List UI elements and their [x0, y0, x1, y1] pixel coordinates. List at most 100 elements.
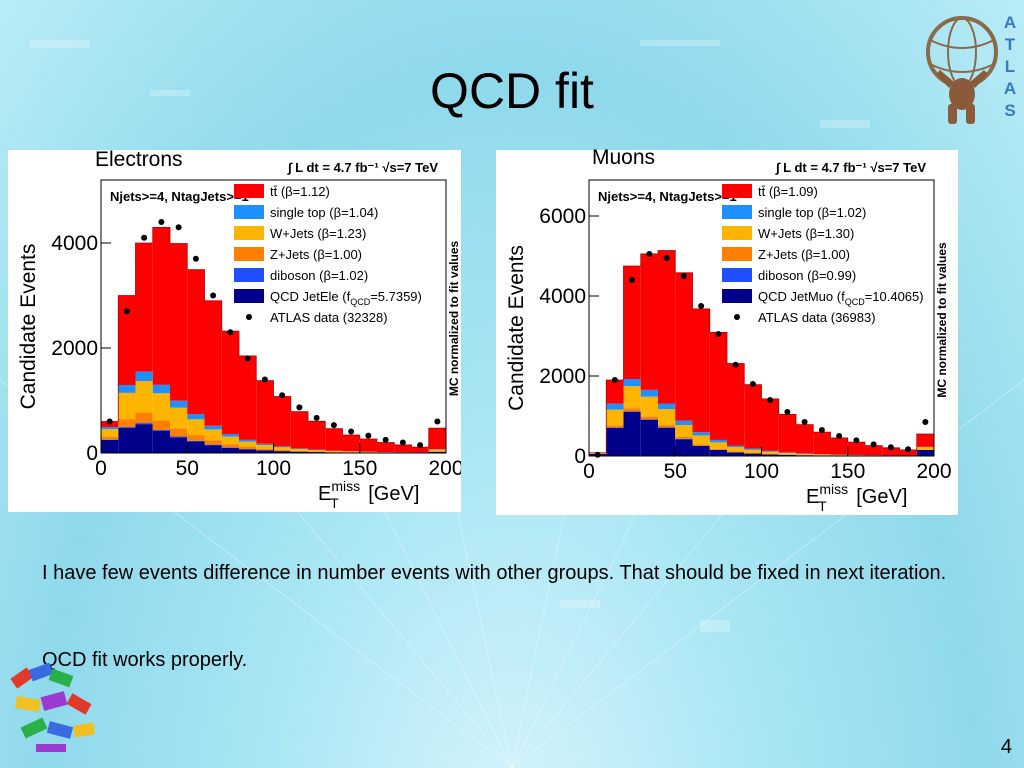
legend-label: W+Jets (β=1.30) [758, 226, 854, 241]
histogram-bar [394, 444, 412, 453]
histogram-bar [709, 439, 727, 443]
data-point [715, 331, 722, 337]
histogram-bar [744, 384, 762, 449]
legend-swatch [722, 184, 752, 198]
logo-letter: T [1005, 35, 1016, 54]
histogram-bar [916, 450, 934, 456]
y-axis-label: Candidate Events [505, 245, 528, 411]
histogram-bar [796, 424, 814, 454]
histogram-bar [325, 428, 343, 451]
legend-swatch [234, 289, 264, 303]
histogram-bar [428, 451, 446, 453]
histogram-bar [342, 434, 360, 452]
histogram-bar [428, 451, 446, 452]
x-tick-label: 150 [830, 460, 865, 483]
data-point [732, 361, 739, 368]
histogram-bar [204, 445, 222, 453]
histogram-bar [830, 454, 848, 456]
histogram-bar [290, 411, 308, 449]
histogram-bar [118, 295, 136, 386]
comment-paragraph: QCD fit works properly. [42, 649, 248, 671]
legend-label: tt̄ (β=1.09) [758, 184, 818, 199]
x-axis-label: Emiss T [GeV] [318, 478, 419, 511]
histogram-bar [778, 452, 796, 453]
histogram-bar [118, 427, 136, 453]
legend-swatch [722, 205, 752, 219]
histogram-bar [761, 450, 779, 452]
histogram-bar [658, 428, 676, 456]
legend-label: Z+Jets (β=1.00) [758, 247, 850, 262]
data-point [244, 355, 251, 362]
histogram-bar [658, 250, 676, 404]
histogram-bar [640, 416, 658, 420]
slide-title: QCD fit [430, 63, 594, 119]
histogram-bar [692, 435, 710, 445]
x-tick-label: 0 [95, 457, 107, 480]
histogram-bar [152, 384, 170, 394]
histogram-bar [135, 371, 153, 382]
histogram-bar [187, 269, 205, 415]
x-tick-label: 100 [256, 457, 291, 480]
muons-label: Muons [592, 146, 656, 169]
y-tick-label: 0 [574, 445, 586, 468]
electrons-chart-panel: 0 50 100 150 200 0 2000 4000 Candidate Events MC … [8, 150, 461, 512]
data-point [123, 308, 130, 315]
histogram-bar [135, 412, 153, 424]
luminosity-label: ∫ L dt = 4.7 fb⁻¹ √s=7 TeV [287, 160, 438, 175]
legend-label: single top (β=1.04) [270, 205, 378, 220]
histogram-bar [761, 454, 779, 456]
data-point [141, 234, 148, 241]
histogram-bar [239, 355, 257, 440]
histogram-bar [273, 451, 291, 453]
histogram-bar [640, 253, 658, 390]
histogram-bar [239, 449, 257, 453]
x-tick-label: 50 [176, 457, 199, 480]
histogram-bar [273, 396, 291, 447]
histogram-bar [411, 447, 429, 453]
legend-swatch [234, 205, 264, 219]
histogram-bar [640, 420, 658, 456]
histogram-bar [204, 429, 222, 441]
stack-outline [588, 250, 935, 456]
histogram-bar [152, 430, 170, 431]
histogram-bar [118, 385, 136, 393]
legend-marker [246, 314, 252, 320]
legend-swatch [234, 247, 264, 261]
legend-swatch [722, 226, 752, 240]
histogram-bar [796, 453, 814, 455]
logo-letter: L [1005, 57, 1015, 76]
legend-label: diboson (β=0.99) [758, 268, 856, 283]
histogram-bar [359, 451, 377, 453]
data-point [784, 409, 791, 415]
histogram-bar [170, 428, 188, 437]
right-axis-label: MC normalized to fit values [935, 242, 949, 398]
histogram-bar [187, 414, 205, 420]
histogram-bar [101, 436, 119, 440]
histogram-bar [709, 448, 727, 450]
logo-letter: A [1004, 13, 1016, 32]
histogram-bar [101, 427, 119, 430]
data-point [279, 392, 286, 399]
data-point [365, 432, 372, 439]
data-point [158, 219, 165, 225]
histogram-bar [658, 403, 676, 410]
histogram-bar [692, 446, 710, 456]
histogram-bar [204, 425, 222, 430]
histogram-bar [675, 425, 693, 437]
histogram-bar [239, 439, 257, 442]
histogram-bar [709, 442, 727, 449]
stack-outline [100, 226, 447, 453]
data-point [818, 427, 825, 433]
histogram-bar [308, 451, 326, 452]
x-tick-label: 150 [342, 457, 377, 480]
page-number: 4 [1000, 736, 1012, 758]
histogram-bar [675, 420, 693, 425]
histogram-bar [152, 430, 170, 453]
data-point [261, 376, 268, 383]
y-tick-label: 4000 [539, 285, 586, 308]
x-axis-label: Emiss T [GeV] [806, 481, 907, 514]
data-point [905, 446, 912, 453]
histogram-bar [709, 332, 727, 440]
luminosity-label: ∫ L dt = 4.7 fb⁻¹ √s=7 TeV [775, 160, 926, 175]
